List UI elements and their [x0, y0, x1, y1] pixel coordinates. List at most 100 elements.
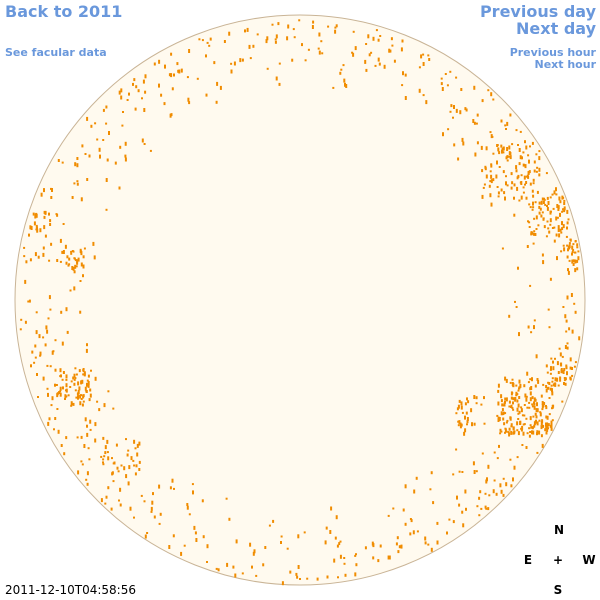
facula: [50, 196, 53, 199]
facula: [253, 549, 256, 554]
facula: [528, 170, 531, 174]
facula: [42, 246, 45, 250]
facula: [526, 432, 529, 435]
facula: [518, 332, 520, 337]
facula: [422, 53, 425, 56]
facula: [377, 57, 380, 62]
facula: [74, 264, 77, 269]
facula: [151, 500, 154, 505]
facula: [61, 161, 64, 164]
facula: [522, 191, 525, 194]
facula: [73, 373, 76, 378]
facular-data-link[interactable]: See facular data: [5, 46, 107, 59]
facula: [515, 384, 518, 387]
facula: [98, 147, 101, 152]
facula: [548, 230, 551, 234]
facula: [65, 383, 68, 388]
facula: [473, 121, 476, 125]
facula: [74, 367, 77, 370]
facula: [339, 540, 342, 543]
facula: [523, 414, 526, 417]
next-day-link[interactable]: Next day: [516, 19, 597, 38]
facula: [367, 34, 370, 39]
facula: [76, 182, 79, 186]
facula: [389, 49, 392, 53]
facula: [516, 186, 519, 191]
back-year-link[interactable]: Back to 2011: [5, 2, 122, 21]
facula: [77, 395, 79, 400]
facula: [556, 216, 559, 219]
facula: [448, 518, 451, 521]
facula: [102, 458, 105, 461]
facula: [338, 542, 341, 546]
facula: [576, 246, 579, 249]
facula: [173, 73, 175, 77]
facula: [496, 160, 498, 165]
facula: [521, 425, 524, 430]
previous-day-link[interactable]: Previous day: [480, 2, 597, 21]
facula: [549, 223, 552, 226]
facula: [333, 558, 336, 563]
facula: [412, 530, 415, 535]
facula: [365, 68, 368, 72]
facula: [47, 392, 49, 397]
facula: [217, 568, 220, 572]
facula: [345, 84, 348, 88]
facula: [193, 525, 196, 530]
facula: [105, 122, 108, 125]
facula: [529, 378, 532, 381]
facula: [320, 40, 323, 43]
facula: [464, 402, 467, 406]
facula: [501, 408, 504, 412]
facula: [112, 407, 115, 410]
facula: [534, 201, 537, 204]
next-hour-link[interactable]: Next hour: [535, 58, 597, 71]
facula: [96, 138, 99, 141]
facula: [416, 530, 419, 533]
facula: [425, 100, 428, 105]
facula: [564, 345, 567, 349]
facula: [54, 368, 57, 372]
facula: [526, 174, 529, 177]
facula: [383, 64, 386, 69]
facula: [563, 209, 566, 213]
facula: [562, 306, 565, 308]
facula: [502, 417, 505, 421]
facula: [420, 54, 423, 59]
facula: [74, 389, 77, 392]
facula: [516, 407, 519, 412]
previous-hour-link[interactable]: Previous hour: [510, 46, 597, 59]
facula: [527, 154, 530, 157]
facula: [206, 544, 209, 549]
facula: [505, 397, 508, 402]
facula: [339, 554, 342, 559]
facula: [264, 546, 267, 549]
facula: [525, 145, 528, 150]
facula: [133, 464, 136, 467]
facula: [554, 377, 557, 382]
facula: [518, 410, 521, 414]
facula: [102, 436, 105, 440]
facula: [565, 330, 568, 333]
facula: [153, 62, 156, 66]
facula: [274, 38, 277, 41]
facula: [429, 488, 432, 491]
facula: [402, 508, 405, 512]
facula: [497, 195, 500, 198]
facula: [562, 224, 565, 229]
facula: [81, 403, 84, 407]
facula: [555, 187, 557, 192]
facula: [45, 325, 48, 330]
facula: [424, 541, 427, 545]
compass-east: E: [524, 553, 532, 567]
facula: [372, 543, 375, 548]
facula: [531, 430, 533, 435]
facula: [275, 34, 278, 39]
facula: [512, 426, 515, 430]
facula: [387, 555, 390, 560]
facula: [529, 206, 532, 209]
facula: [522, 151, 525, 154]
facula: [475, 122, 478, 125]
facula: [562, 208, 564, 211]
facula: [548, 382, 551, 385]
